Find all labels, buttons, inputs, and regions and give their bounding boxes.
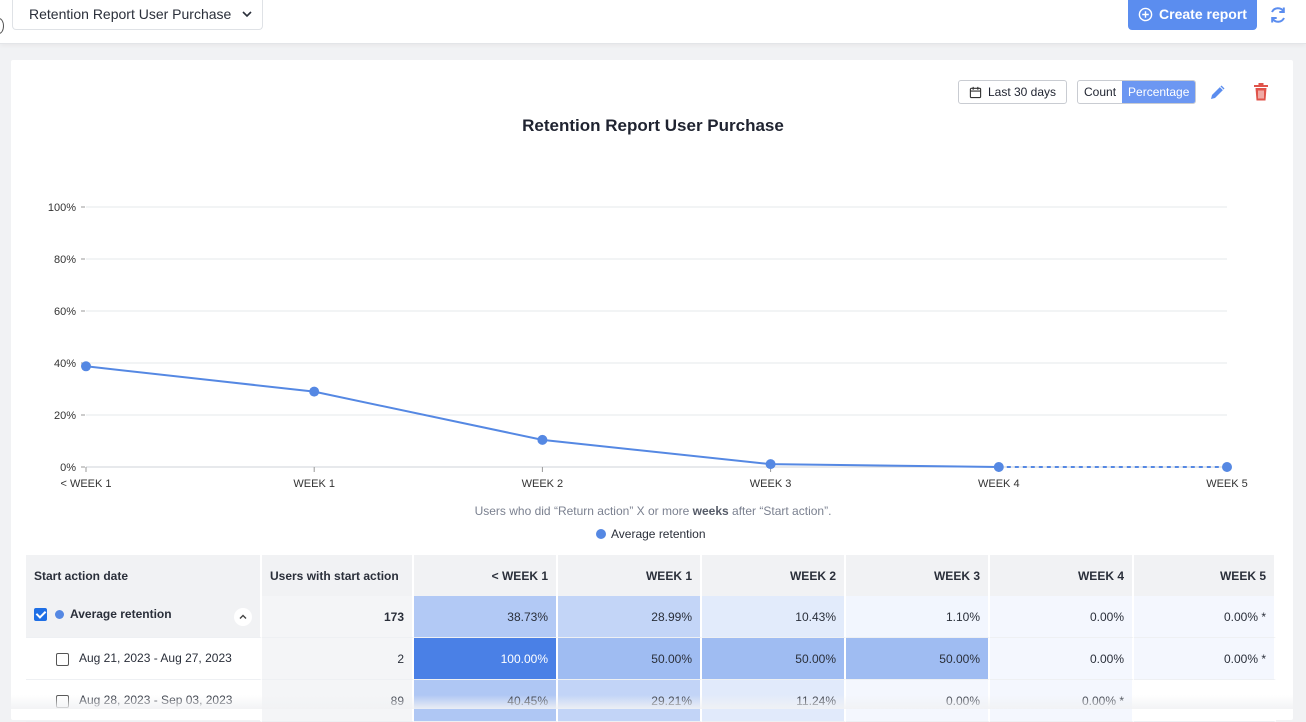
create-report-button[interactable]: Create report bbox=[1128, 0, 1257, 30]
percentage-toggle[interactable]: Percentage bbox=[1122, 81, 1196, 103]
y-tick-label: 60% bbox=[54, 306, 76, 318]
table-header-row: Start action date Users with start action… bbox=[26, 555, 1276, 596]
series-point bbox=[309, 386, 320, 397]
column-header: WEEK 3 bbox=[846, 555, 990, 596]
caption-part-1: Users who did “Return action” X or more bbox=[474, 504, 693, 518]
series-point bbox=[765, 459, 776, 470]
column-header: Start action date bbox=[26, 555, 262, 596]
users-cell: 2 bbox=[262, 638, 414, 680]
caption-part-3: after “Start action”. bbox=[728, 504, 832, 518]
average-retention-row: Average retention 173 38.73% 28.99% 10.43% 1.… bbox=[26, 596, 1276, 638]
chart-caption: Users who did “Return action” X or more … bbox=[0, 504, 1306, 518]
row-checkbox[interactable] bbox=[56, 652, 69, 666]
chevron-up-icon bbox=[239, 614, 247, 619]
retention-cell: 10.43% bbox=[702, 596, 846, 638]
x-tick-label: < WEEK 1 bbox=[60, 478, 111, 490]
edit-icon[interactable] bbox=[1208, 82, 1228, 102]
y-tick-label: 80% bbox=[54, 254, 76, 266]
series-color-dot bbox=[55, 610, 64, 620]
series-point bbox=[1222, 462, 1232, 472]
column-header: WEEK 5 bbox=[1134, 555, 1276, 596]
retention-cell: 0.00% bbox=[990, 596, 1134, 638]
retention-cell: 50.00% bbox=[846, 638, 990, 680]
refresh-icon[interactable] bbox=[1268, 5, 1288, 25]
chevron-down-icon bbox=[242, 10, 252, 17]
mode-toggle: Count Percentage bbox=[1077, 80, 1197, 104]
chart-legend[interactable]: Average retention bbox=[596, 527, 706, 541]
row-label-cell: Aug 21, 2023 - Aug 27, 2023 bbox=[26, 638, 262, 680]
report-selector[interactable]: Retention Report User Purchase bbox=[12, 0, 263, 30]
row-checkbox[interactable] bbox=[34, 608, 47, 622]
x-tick-label: WEEK 2 bbox=[522, 478, 564, 490]
create-report-label: Create report bbox=[1159, 6, 1247, 22]
series-point bbox=[81, 361, 91, 372]
retention-cell: 100.00% bbox=[414, 638, 558, 680]
top-bar: Retention Report User Purchase Create re… bbox=[0, 0, 1306, 44]
retention-cell: 1.10% bbox=[846, 596, 990, 638]
row-label: Average retention bbox=[70, 607, 172, 621]
y-tick-label: 40% bbox=[54, 358, 76, 370]
row-label-cell: Average retention bbox=[26, 596, 262, 638]
x-tick-label: WEEK 1 bbox=[293, 478, 335, 490]
y-tick-label: 20% bbox=[54, 410, 76, 422]
delete-icon[interactable] bbox=[1252, 82, 1270, 102]
plus-circle-icon bbox=[1138, 7, 1153, 21]
report-selector-label: Retention Report User Purchase bbox=[29, 5, 232, 22]
retention-cell: 28.99% bbox=[558, 596, 702, 638]
caption-part-2: weeks bbox=[692, 504, 729, 518]
x-tick-label: WEEK 5 bbox=[1206, 478, 1248, 490]
column-header: WEEK 4 bbox=[990, 555, 1134, 596]
users-cell: 173 bbox=[262, 596, 414, 638]
retention-cell: 0.00% * bbox=[1134, 596, 1276, 638]
retention-cell: 38.73% bbox=[414, 596, 558, 638]
retention-line-chart: 0% 20% 40% 60% 80% 100% < WEEK 1 WEEK 1 WEEK 2 WE… bbox=[48, 202, 1248, 490]
retention-cell: 0.00% bbox=[990, 638, 1134, 680]
date-range-label: Last 30 days bbox=[987, 85, 1057, 99]
calendar-icon bbox=[969, 86, 982, 98]
column-header: < WEEK 1 bbox=[414, 555, 558, 596]
series-line bbox=[85, 365, 999, 468]
series-point bbox=[993, 462, 1004, 472]
date-range-button[interactable]: Last 30 days bbox=[958, 80, 1067, 104]
row-label: Aug 21, 2023 - Aug 27, 2023 bbox=[79, 651, 232, 666]
legend-dot bbox=[596, 529, 606, 539]
series-point bbox=[537, 434, 548, 445]
table-row: Aug 21, 2023 - Aug 27, 2023 2 100.00% 50.00… bbox=[26, 638, 1276, 680]
y-tick-label: 0% bbox=[60, 462, 76, 474]
collapse-toggle[interactable] bbox=[234, 608, 252, 626]
retention-cell: 0.00% * bbox=[1134, 638, 1276, 680]
retention-cell: 50.00% bbox=[558, 638, 702, 680]
x-tick-label: WEEK 3 bbox=[750, 478, 792, 490]
count-toggle[interactable]: Count bbox=[1084, 85, 1117, 99]
legend-label: Average retention bbox=[611, 527, 706, 541]
bottom-fade bbox=[0, 695, 1306, 709]
chart-title: Retention Report User Purchase bbox=[522, 116, 784, 135]
x-tick-label: WEEK 4 bbox=[978, 478, 1020, 490]
column-header: Users with start action bbox=[262, 555, 414, 596]
column-header: WEEK 2 bbox=[702, 555, 846, 596]
column-header: WEEK 1 bbox=[558, 555, 702, 596]
y-tick-label: 100% bbox=[48, 202, 76, 214]
retention-cell: 50.00% bbox=[702, 638, 846, 680]
